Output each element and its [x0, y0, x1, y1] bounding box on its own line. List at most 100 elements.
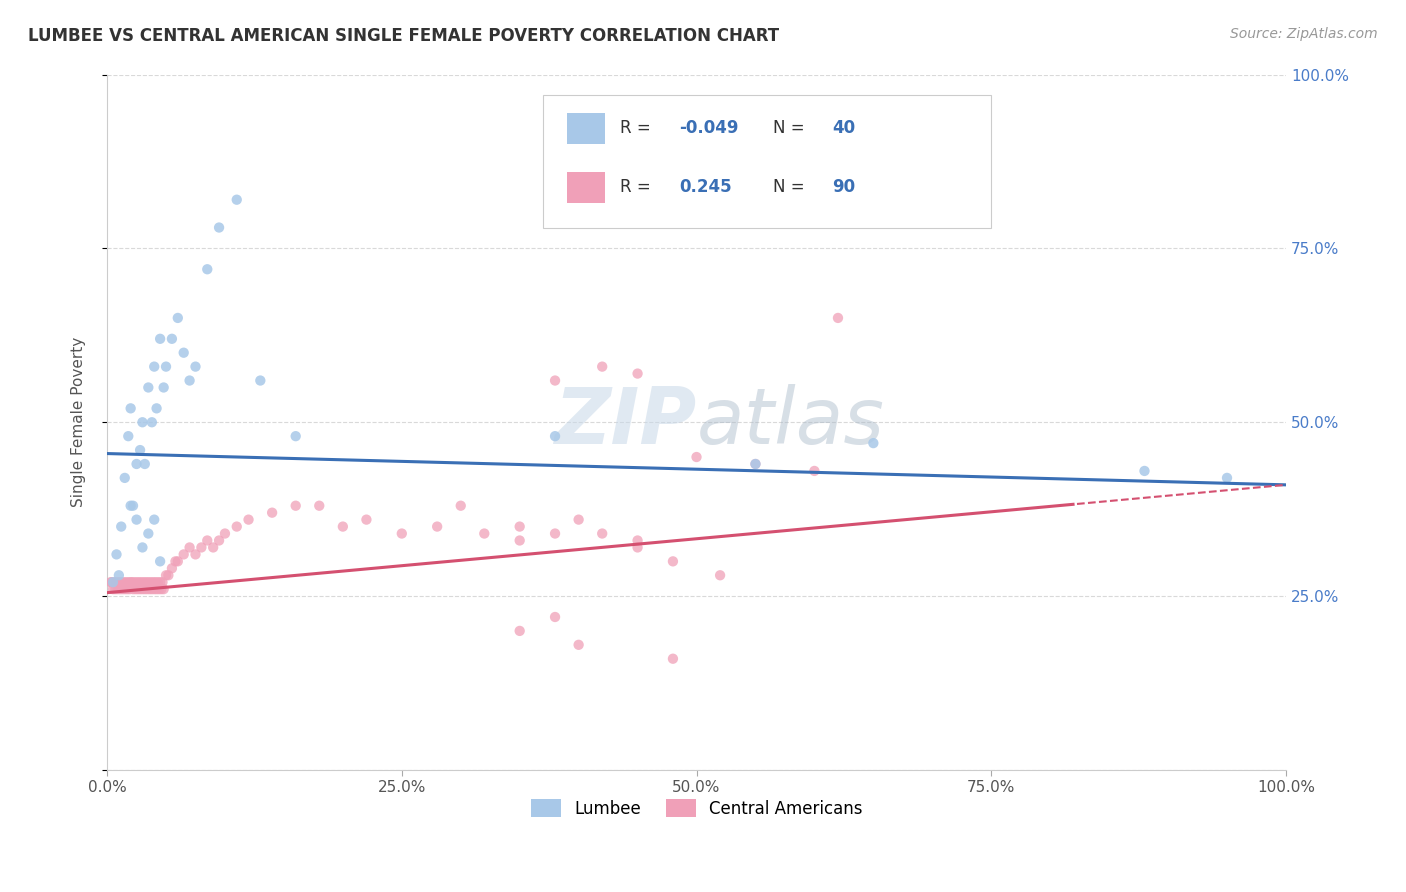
Point	[249, 374, 271, 388]
Point	[122, 575, 145, 590]
Point	[862, 436, 884, 450]
Point	[132, 575, 155, 590]
Point	[121, 575, 143, 590]
Point	[1216, 471, 1239, 485]
Point	[744, 457, 766, 471]
Point	[166, 554, 188, 568]
Point	[136, 582, 159, 597]
Point	[138, 575, 160, 590]
Point	[450, 499, 472, 513]
Point	[685, 450, 707, 464]
Text: R =: R =	[620, 119, 655, 137]
Point	[238, 513, 260, 527]
Point	[709, 568, 731, 582]
Point	[118, 582, 141, 597]
Y-axis label: Single Female Poverty: Single Female Poverty	[72, 337, 86, 508]
Text: 90: 90	[832, 178, 855, 196]
Point	[115, 582, 138, 597]
Point	[129, 443, 152, 458]
Text: 0.245: 0.245	[679, 178, 731, 196]
Point	[284, 429, 307, 443]
Point	[208, 220, 231, 235]
Point	[117, 575, 139, 590]
Point	[591, 526, 613, 541]
Point	[173, 548, 195, 562]
Point	[391, 526, 413, 541]
Point	[544, 429, 567, 443]
Point	[122, 499, 145, 513]
Point	[472, 526, 495, 541]
Point	[190, 541, 212, 555]
Point	[308, 499, 330, 513]
Point	[157, 568, 180, 582]
Point	[122, 582, 145, 597]
Text: 40: 40	[832, 119, 855, 137]
Point	[426, 519, 449, 533]
Point	[114, 471, 136, 485]
Point	[626, 533, 648, 548]
Text: -0.049: -0.049	[679, 119, 738, 137]
Point	[208, 533, 231, 548]
Point	[143, 513, 166, 527]
Point	[148, 582, 170, 597]
Text: LUMBEE VS CENTRAL AMERICAN SINGLE FEMALE POVERTY CORRELATION CHART: LUMBEE VS CENTRAL AMERICAN SINGLE FEMALE…	[28, 27, 779, 45]
Point	[744, 457, 766, 471]
Point	[138, 582, 160, 597]
Point	[100, 575, 122, 590]
Point	[568, 513, 591, 527]
Point	[591, 359, 613, 374]
Point	[143, 359, 166, 374]
Point	[141, 415, 163, 429]
Point	[138, 380, 160, 394]
Point	[262, 506, 284, 520]
Point	[150, 582, 173, 597]
Point	[544, 526, 567, 541]
Point	[662, 651, 685, 665]
Point	[356, 513, 378, 527]
Text: atlas: atlas	[696, 384, 884, 460]
Point	[184, 359, 207, 374]
Point	[155, 359, 177, 374]
Point	[135, 575, 157, 590]
Point	[131, 415, 153, 429]
Text: ZIP: ZIP	[554, 384, 696, 460]
Point	[145, 575, 167, 590]
Point	[108, 568, 131, 582]
Point	[173, 345, 195, 359]
Point	[155, 568, 177, 582]
Point	[544, 374, 567, 388]
Point	[104, 582, 127, 597]
Point	[138, 526, 160, 541]
Point	[125, 457, 148, 471]
Point	[131, 541, 153, 555]
Point	[134, 582, 156, 597]
Point	[179, 541, 201, 555]
Point	[803, 464, 825, 478]
Legend: Lumbee, Central Americans: Lumbee, Central Americans	[524, 793, 869, 824]
Point	[145, 582, 167, 597]
Point	[152, 380, 174, 394]
Point	[146, 575, 169, 590]
Text: N =: N =	[773, 119, 810, 137]
Point	[125, 575, 148, 590]
FancyBboxPatch shape	[543, 95, 991, 227]
Point	[149, 575, 172, 590]
Point	[544, 610, 567, 624]
Point	[149, 554, 172, 568]
Point	[131, 582, 153, 597]
Point	[120, 499, 142, 513]
Point	[152, 575, 174, 590]
Point	[166, 310, 188, 325]
Point	[626, 541, 648, 555]
Point	[160, 561, 183, 575]
Point	[101, 575, 124, 590]
Point	[143, 582, 166, 597]
Bar	[567, 172, 605, 203]
Point	[112, 575, 135, 590]
Point	[626, 367, 648, 381]
Point	[152, 582, 174, 597]
Point	[141, 582, 163, 597]
Point	[284, 499, 307, 513]
Point	[195, 262, 218, 277]
Point	[225, 193, 247, 207]
